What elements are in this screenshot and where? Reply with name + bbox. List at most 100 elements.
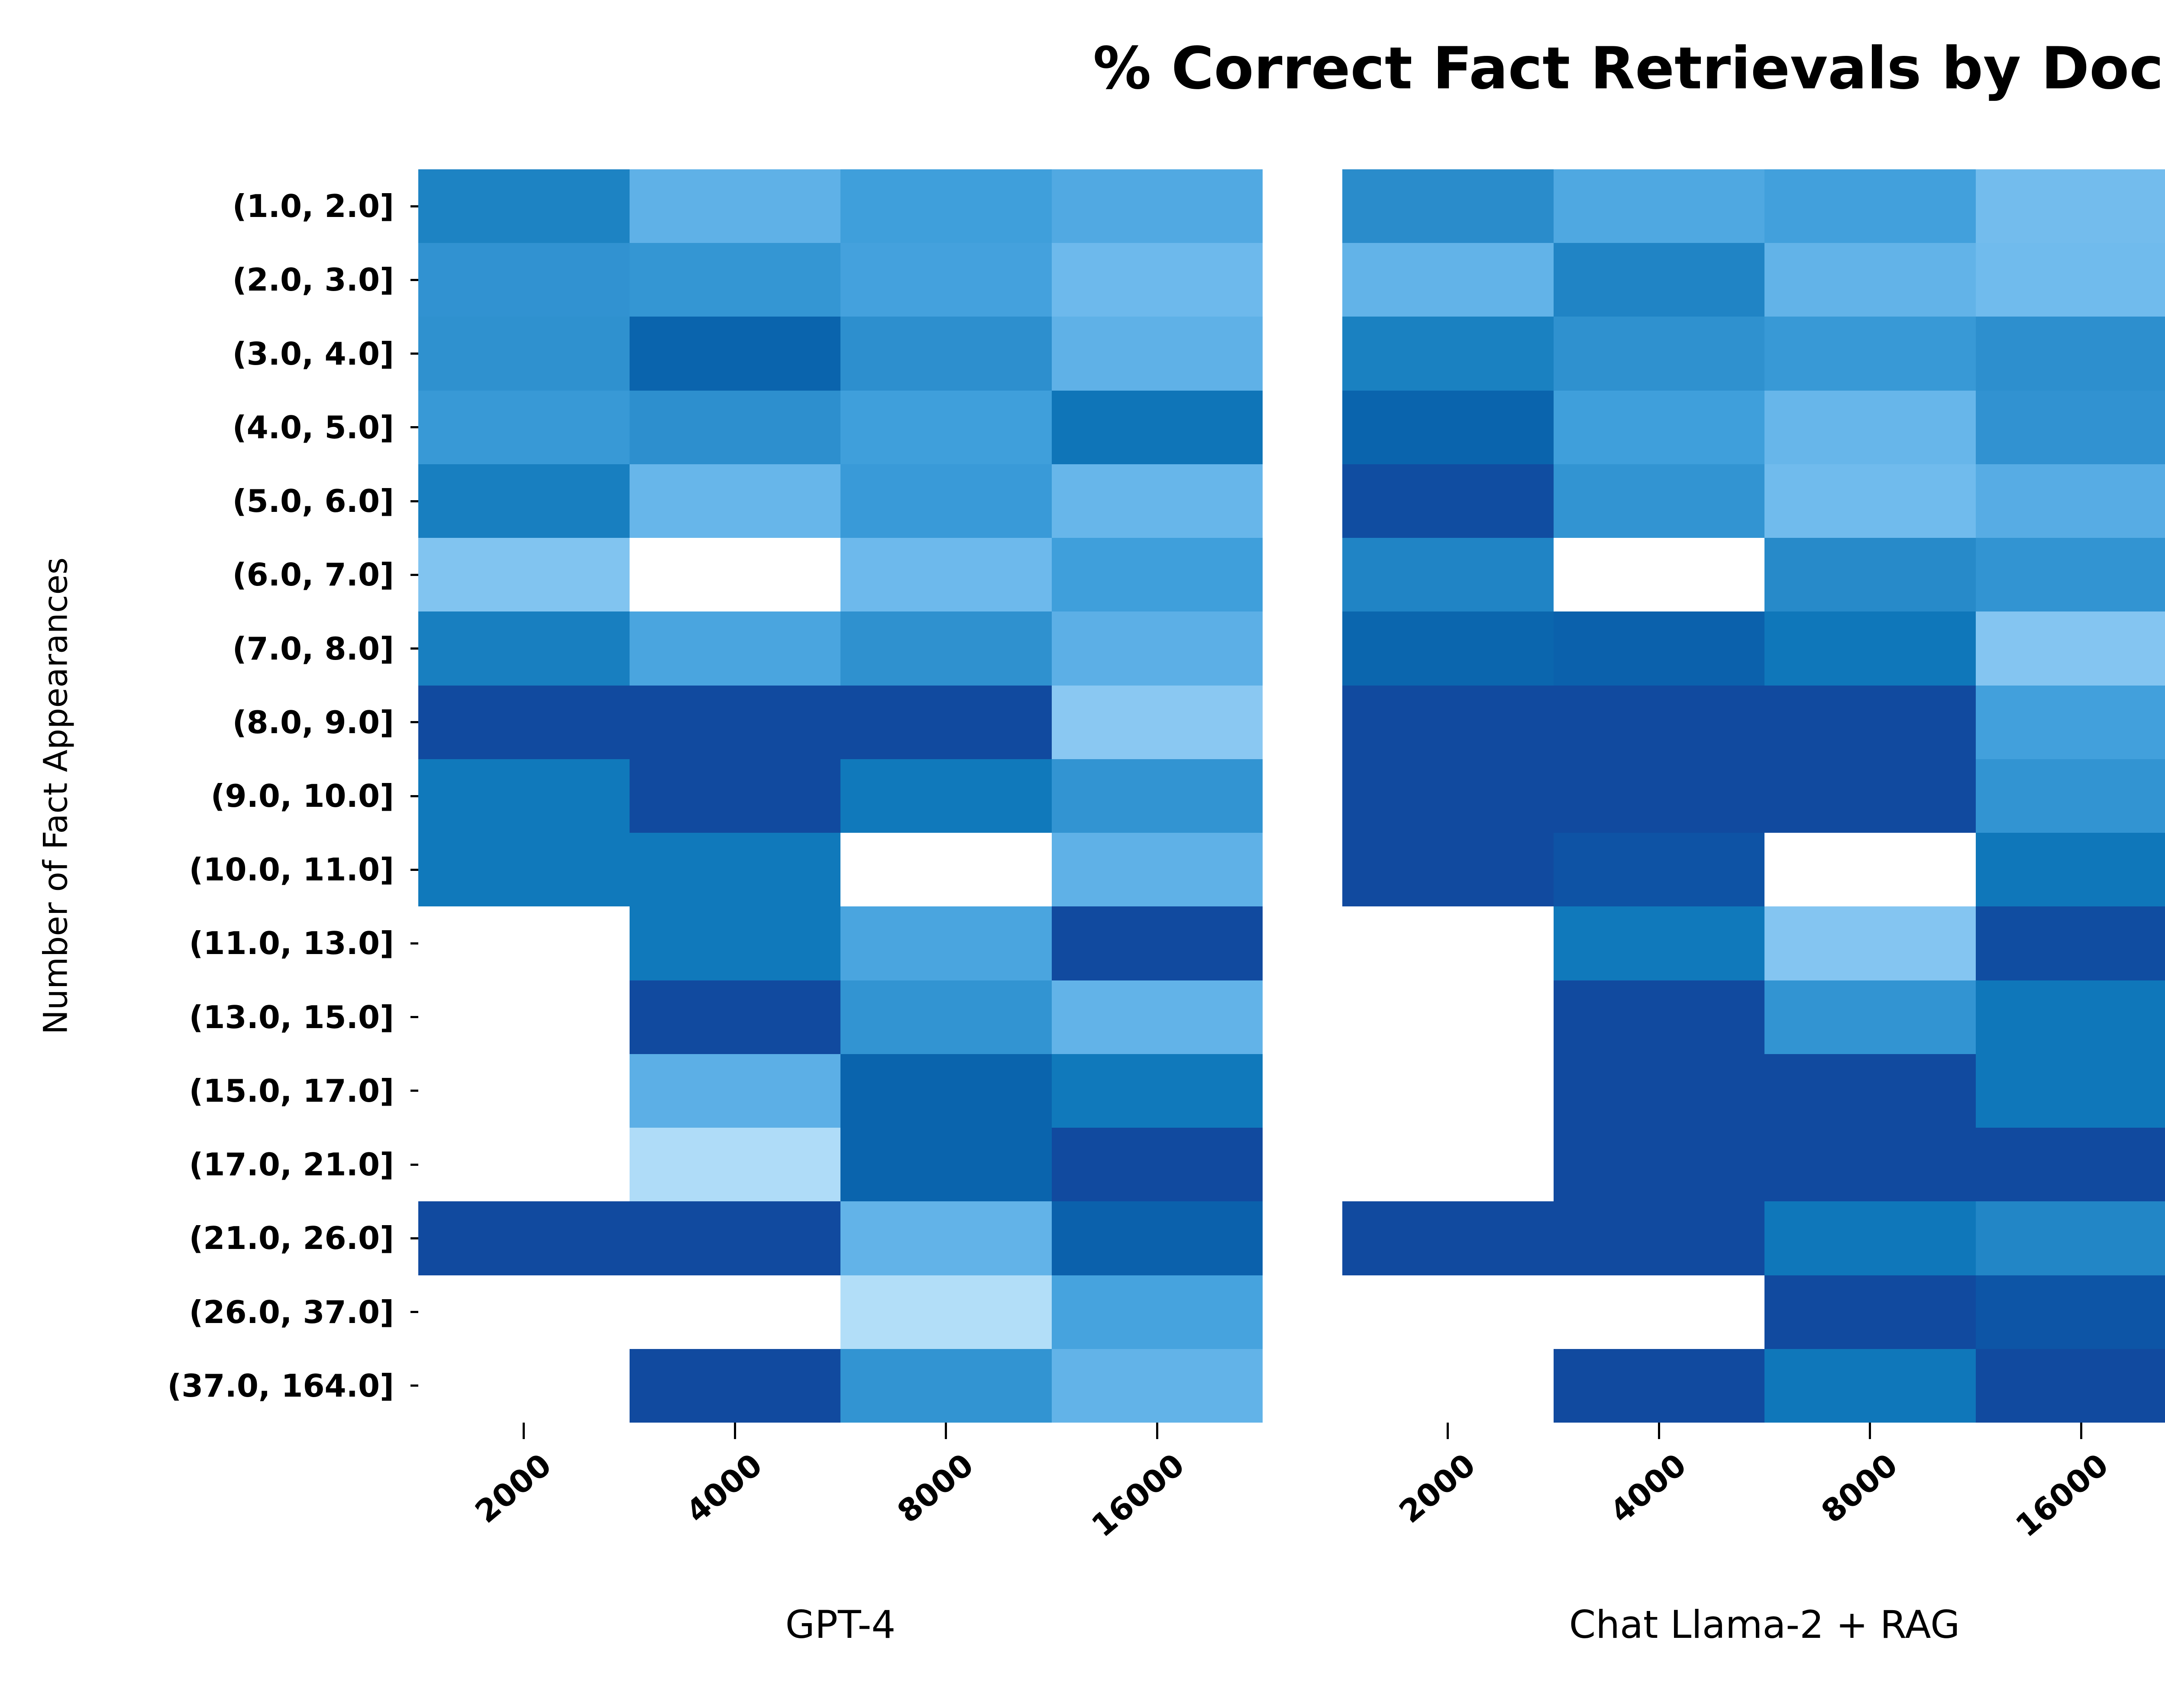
y-tick-label: (2.0, 3.0] <box>232 262 394 298</box>
y-tick <box>410 278 418 281</box>
heatmap-cell <box>840 317 1052 391</box>
heatmap-cell <box>1554 980 1764 1054</box>
heatmap-cell <box>630 1128 840 1201</box>
heatmap-cell <box>1764 686 1976 759</box>
heatmap-cell <box>1052 391 1263 464</box>
heatmap-cell <box>418 833 630 906</box>
heatmap-panel-1 <box>418 169 1263 1423</box>
heatmap-cell <box>630 464 840 538</box>
y-tick-label: (26.0, 37.0] <box>189 1294 394 1330</box>
heatmap-cell <box>840 1275 1052 1349</box>
heatmap-cell <box>630 317 840 391</box>
y-tick-label: (15.0, 17.0] <box>189 1072 394 1109</box>
heatmap-cell <box>630 1275 840 1349</box>
heatmap-cell <box>1764 1201 1976 1275</box>
y-tick <box>410 1016 418 1019</box>
heatmap-cell <box>1342 464 1554 538</box>
heatmap-cell <box>1342 686 1554 759</box>
heatmap-cell <box>630 243 840 317</box>
x-tick-label: 4000 <box>1603 1446 1693 1530</box>
heatmap-cell <box>418 611 630 686</box>
heatmap-cell <box>1554 1349 1764 1423</box>
heatmap-cell <box>1554 243 1764 317</box>
y-tick <box>410 500 418 502</box>
y-tick <box>410 573 418 576</box>
heatmap-cell <box>1554 464 1764 538</box>
heatmap-cell <box>418 538 630 611</box>
heatmap-cell <box>1052 1054 1263 1128</box>
heatmap-cell <box>418 243 630 317</box>
heatmap-cell <box>418 1275 630 1349</box>
heatmap-cell <box>1052 1128 1263 1201</box>
heatmap-cell <box>1554 906 1764 980</box>
x-tick-label: 2000 <box>468 1446 558 1530</box>
heatmap-cell <box>418 1349 630 1423</box>
heatmap-cell <box>418 391 630 464</box>
x-tick <box>523 1423 525 1439</box>
y-tick <box>410 1385 418 1387</box>
x-tick <box>1447 1423 1449 1439</box>
heatmap-cell <box>1554 611 1764 686</box>
y-tick-label: (6.0, 7.0] <box>232 556 394 593</box>
heatmap-cell <box>840 169 1052 243</box>
panel-caption: Chat Llama-2 + RAG <box>1569 1602 1960 1647</box>
x-tick <box>1869 1423 1871 1439</box>
x-tick <box>1658 1423 1660 1439</box>
heatmap-cell <box>1052 169 1263 243</box>
heatmap-cell <box>1554 1128 1764 1201</box>
heatmap-cell <box>1052 611 1263 686</box>
heatmap-cell <box>1052 317 1263 391</box>
y-tick <box>410 721 418 724</box>
heatmap-cell <box>1976 686 2165 759</box>
y-axis-label: Number of Fact Appearances <box>36 557 75 1035</box>
y-tick-label: (13.0, 15.0] <box>189 999 394 1035</box>
heatmap-cell <box>1764 1128 1976 1201</box>
heatmap-cell <box>1052 906 1263 980</box>
heatmap-cell <box>840 906 1052 980</box>
heatmap-cell <box>1554 1275 1764 1349</box>
heatmap-cell <box>1342 1054 1554 1128</box>
heatmap-cell <box>418 759 630 833</box>
heatmap-cell <box>1976 538 2165 611</box>
heatmap-cell <box>418 686 630 759</box>
heatmap-cell <box>630 1054 840 1128</box>
y-tick-label: (3.0, 4.0] <box>232 335 394 372</box>
heatmap-cell <box>1342 1275 1554 1349</box>
x-tick <box>734 1423 736 1439</box>
heatmap-cell <box>1976 1201 2165 1275</box>
heatmap-cell <box>840 980 1052 1054</box>
heatmap-cell <box>1554 391 1764 464</box>
heatmap-cell <box>630 833 840 906</box>
y-tick <box>410 1163 418 1166</box>
heatmap-cell <box>630 686 840 759</box>
heatmap-cell <box>1342 980 1554 1054</box>
heatmap-cell <box>1976 1128 2165 1201</box>
y-tick <box>410 1090 418 1092</box>
heatmap-cell <box>418 169 630 243</box>
y-tick-label: (17.0, 21.0] <box>189 1146 394 1183</box>
y-tick-label: (10.0, 11.0] <box>189 851 394 888</box>
heatmap-cell <box>1052 243 1263 317</box>
heatmap-cell <box>840 686 1052 759</box>
y-tick-label: (4.0, 5.0] <box>232 409 394 446</box>
heatmap-cell <box>1764 391 1976 464</box>
heatmap-cell <box>630 538 840 611</box>
heatmap-cell <box>1342 538 1554 611</box>
heatmap-cell <box>1052 833 1263 906</box>
y-tick <box>410 795 418 797</box>
heatmap-cell <box>1976 243 2165 317</box>
heatmap-cell <box>1342 759 1554 833</box>
heatmap-cell <box>1342 243 1554 317</box>
heatmap-cell <box>840 833 1052 906</box>
heatmap-cell <box>1052 1275 1263 1349</box>
x-tick <box>1156 1423 1158 1439</box>
heatmap-cell <box>630 1201 840 1275</box>
heatmap-cell <box>630 906 840 980</box>
heatmap-cell <box>1976 1349 2165 1423</box>
heatmap-cell <box>1764 317 1976 391</box>
y-tick <box>410 942 418 945</box>
heatmap-cell <box>1976 169 2165 243</box>
heatmap-cell <box>1554 169 1764 243</box>
heatmap-cell <box>1342 833 1554 906</box>
